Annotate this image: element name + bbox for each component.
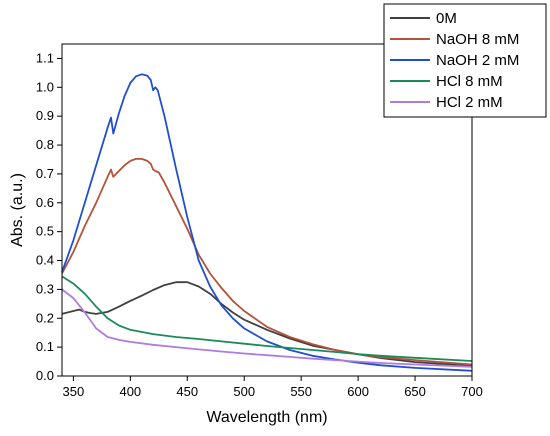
y-tick-label: 0.3 [36, 281, 54, 296]
series-line-3 [61, 73, 473, 372]
legend-label: 0M [436, 10, 457, 27]
y-tick-label: 1.0 [36, 79, 54, 94]
legend-label: NaOH 2 mM [436, 52, 519, 69]
legend: 0M NaOH 8 mM NaOH 2 mM HCl 8 mM HCl 2 mM [383, 3, 547, 118]
y-tick-label: 0.2 [36, 310, 54, 325]
y-tick-label: 0.9 [36, 108, 54, 123]
series-line-5 [61, 288, 473, 368]
x-tick-label: 600 [347, 384, 369, 399]
x-tick-label: 550 [290, 384, 312, 399]
x-tick-label: 450 [176, 384, 198, 399]
y-tick-label: 0.6 [36, 195, 54, 210]
y-axis-title: Abs. (a.u.) [9, 173, 26, 247]
y-tick-label: 1.1 [36, 50, 54, 65]
plot-frame [61, 43, 473, 377]
x-tick-label: 400 [119, 384, 141, 399]
series-line-4 [61, 275, 473, 362]
x-tick-label: 700 [461, 384, 483, 399]
y-tick-label: 0.0 [36, 368, 54, 383]
y-tick-label: 0.7 [36, 166, 54, 181]
y-tick-label: 0.5 [36, 224, 54, 239]
y-tick-label: 0.1 [36, 339, 54, 354]
legend-label: HCl 8 mM [436, 73, 503, 90]
x-tick-label: 350 [63, 384, 85, 399]
y-tick-label: 0.8 [36, 137, 54, 152]
legend-label: HCl 2 mM [436, 94, 503, 111]
x-tick-label: 500 [233, 384, 255, 399]
x-axis-title: Wavelength (nm) [206, 409, 327, 426]
y-tick-label: 0.4 [36, 253, 54, 268]
axes [61, 43, 473, 377]
legend-label: NaOH 8 mM [436, 31, 519, 48]
x-axis-ticks: 350 400 450 500 550 600 650 700 [63, 376, 483, 399]
y-axis-ticks: 0.0 0.1 0.2 0.3 0.4 0.5 0.6 0.7 0.8 0.9 1.0 1.1 [36, 50, 62, 383]
plot-lines [61, 73, 473, 372]
x-tick-label: 650 [404, 384, 426, 399]
series-line-2 [61, 158, 473, 366]
